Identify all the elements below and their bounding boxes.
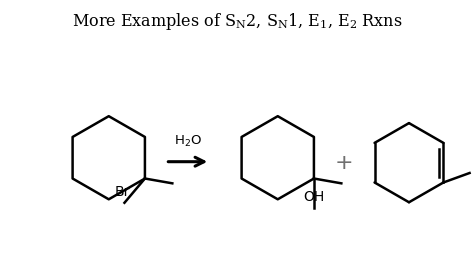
Text: OH: OH [303,190,325,204]
Text: Br: Br [115,185,130,199]
Text: +: + [335,153,354,173]
Text: More Examples of $\mathregular{S_N}$2, $\mathregular{S_N}$1, $\mathregular{E_1}$: More Examples of $\mathregular{S_N}$2, $… [72,11,402,32]
Text: H$_2$O: H$_2$O [174,134,202,149]
